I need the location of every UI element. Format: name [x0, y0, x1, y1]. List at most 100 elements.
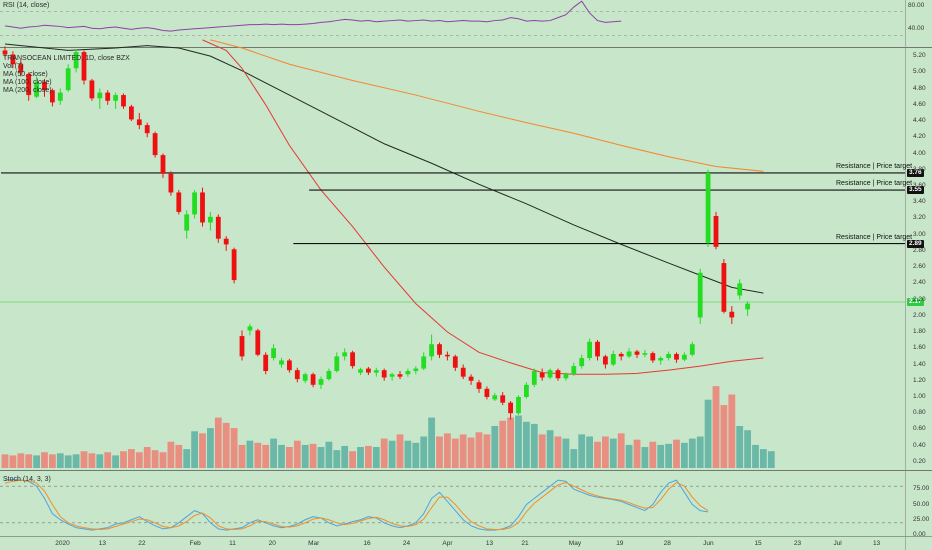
candle-body	[302, 374, 308, 381]
x-axis-tick: 28	[663, 540, 671, 547]
volume-bar	[286, 447, 293, 468]
volume-bar	[64, 455, 72, 468]
volume-bar	[207, 428, 214, 468]
x-axis-tick: 22	[138, 540, 146, 547]
candle-body	[10, 54, 16, 65]
candle-body	[215, 216, 221, 239]
candle-body	[658, 358, 664, 361]
volume-bar	[270, 438, 277, 468]
x-axis-tick: 19	[616, 540, 624, 547]
volume-bar	[649, 441, 657, 468]
volume-bar	[135, 452, 143, 468]
volume-bar	[570, 449, 578, 468]
x-axis-tick: 13	[98, 540, 106, 547]
candle-body	[618, 353, 624, 357]
price-axis-tick: 1.60	[913, 344, 926, 352]
volume-bar	[333, 450, 341, 468]
volume-bar	[183, 449, 191, 468]
rsi-label: RSI (14, close)	[3, 2, 50, 9]
candle-body	[65, 68, 71, 91]
ma50-line	[202, 39, 764, 375]
candle-body	[697, 272, 703, 318]
price-axis-tick: 4.20	[913, 133, 926, 141]
candle-body	[524, 384, 529, 397]
volume-bar	[191, 431, 198, 468]
volume-bar	[444, 433, 451, 468]
price-axis-tick: 1.40	[913, 360, 926, 368]
candle-body	[50, 90, 55, 103]
volume-bar	[428, 417, 435, 468]
candle-body	[89, 80, 95, 99]
volume-bar	[728, 394, 736, 468]
stoch-axis-tick: 50.00	[913, 500, 930, 508]
legend-title: TRANSOCEAN LIMITED, 1D, close BZX	[3, 55, 130, 62]
candle-body	[129, 106, 134, 120]
volume-bar	[33, 455, 40, 468]
candle-body	[200, 192, 205, 223]
volume-bar	[96, 454, 104, 468]
volume-bar	[625, 444, 633, 468]
volume-bar	[372, 447, 380, 468]
candle-body	[381, 370, 387, 378]
candle-body	[484, 388, 490, 397]
candle-body	[350, 352, 355, 367]
volume-bar	[641, 447, 649, 468]
candle-body	[121, 95, 126, 107]
volume-bar	[665, 443, 672, 468]
volume-bar	[609, 438, 617, 468]
resistance-label: Resistance | Price target	[836, 180, 913, 188]
volume-bar	[167, 441, 175, 468]
candle-body	[18, 64, 24, 73]
x-axis-tick: May	[568, 540, 582, 547]
volume-bar	[396, 434, 404, 468]
x-axis-tick: Apr	[442, 540, 453, 547]
volume-bar	[404, 440, 412, 468]
candle-body	[231, 249, 237, 281]
price-axis-tick: 3.20	[913, 214, 926, 222]
candle-body	[745, 303, 750, 310]
candle-body	[460, 367, 466, 377]
volume-bar	[491, 426, 499, 468]
x-axis-tick: Mar	[308, 540, 320, 547]
candle-body	[247, 326, 253, 331]
volume-bar	[365, 445, 372, 468]
volume-bar	[657, 444, 665, 468]
volume-bar	[507, 417, 514, 468]
volume-bar	[151, 450, 159, 468]
volume-bar	[222, 422, 230, 468]
resistance-badge: 3.76	[907, 168, 924, 177]
candle-body	[366, 368, 371, 373]
candle-body	[571, 366, 577, 375]
legend-vol: Vol (7)	[3, 63, 24, 70]
candle-body	[176, 192, 182, 212]
legend-ma200: MA (200, close)	[3, 87, 52, 94]
candle-body	[57, 92, 63, 101]
volume-bar	[317, 447, 325, 468]
volume-bar	[412, 442, 420, 468]
rsi-line	[4, 0, 622, 32]
price-axis-tick: 1.00	[913, 392, 926, 400]
price-axis-tick: 0.20	[913, 457, 926, 465]
candle-body	[500, 395, 506, 403]
candle-body	[674, 353, 679, 360]
candle-body	[358, 369, 363, 373]
candle-body	[413, 368, 419, 371]
stoch-label: Stoch (14, 3, 3)	[3, 476, 51, 483]
candle-body	[263, 354, 269, 371]
candle-body	[192, 192, 197, 215]
candle-body	[705, 172, 711, 243]
x-axis-tick: Feb	[189, 540, 201, 547]
volume-bar	[744, 430, 751, 468]
volume-bar	[736, 426, 744, 468]
volume-bar	[696, 436, 704, 468]
volume-bar	[49, 454, 56, 468]
candle-body	[610, 353, 616, 365]
legend-ma100: MA (100, close)	[3, 79, 52, 86]
x-axis-tick: 13	[872, 540, 881, 547]
legend-ma50: MA (50, close)	[3, 71, 48, 78]
volume-bar	[120, 451, 127, 468]
candle-body	[405, 370, 411, 375]
candle-body	[445, 354, 450, 357]
candle-body	[634, 351, 640, 355]
